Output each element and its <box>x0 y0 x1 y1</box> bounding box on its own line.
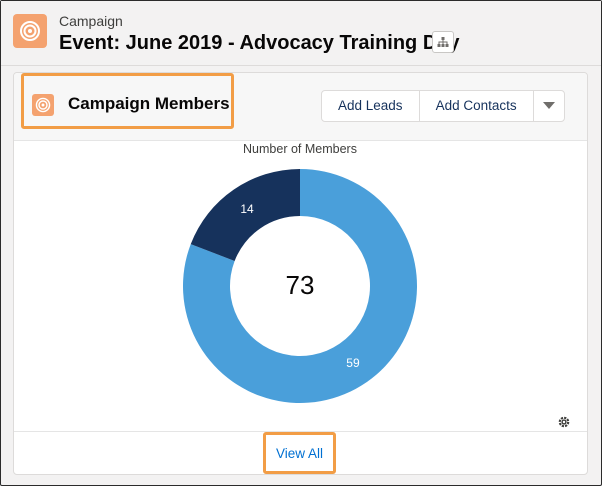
campaign-members-card: Campaign Members Add Leads Add Contacts … <box>13 72 588 475</box>
chart-area: Number of Members 59 14 73 <box>14 141 587 431</box>
record-title: Event: June 2019 - Advocacy Training Day <box>59 32 460 54</box>
donut-slice[interactable] <box>182 169 417 403</box>
card-footer: View All <box>14 431 587 475</box>
hierarchy-button[interactable] <box>432 31 454 53</box>
add-leads-button[interactable]: Add Leads <box>322 91 420 121</box>
chart-title: Number of Members <box>243 142 357 156</box>
card-title[interactable]: Campaign Members <box>68 94 230 113</box>
campaign-target-icon <box>32 94 54 116</box>
view-all-highlight: View All <box>263 432 336 474</box>
donut-chart: Number of Members 59 14 73 <box>182 142 417 403</box>
view-all-link[interactable]: View All <box>275 445 324 461</box>
object-type-label: Campaign <box>59 13 123 29</box>
more-actions-button[interactable] <box>534 91 564 121</box>
donut-slice-label: 14 <box>240 202 254 216</box>
donut-slice-label: 59 <box>346 356 360 370</box>
card-title-highlight: Campaign Members <box>21 73 234 129</box>
chart-total: 73 <box>286 270 315 300</box>
add-contacts-button[interactable]: Add Contacts <box>420 91 534 121</box>
donut-slice[interactable] <box>190 169 300 261</box>
campaign-target-icon <box>13 14 47 48</box>
card-header: Campaign Members Add Leads Add Contacts <box>14 73 587 141</box>
card-actions: Add Leads Add Contacts <box>321 90 565 122</box>
chevron-down-icon <box>542 102 555 109</box>
hierarchy-icon <box>437 37 449 47</box>
record-header: Campaign Event: June 2019 - Advocacy Tra… <box>1 1 601 66</box>
gear-icon[interactable] <box>557 415 571 429</box>
